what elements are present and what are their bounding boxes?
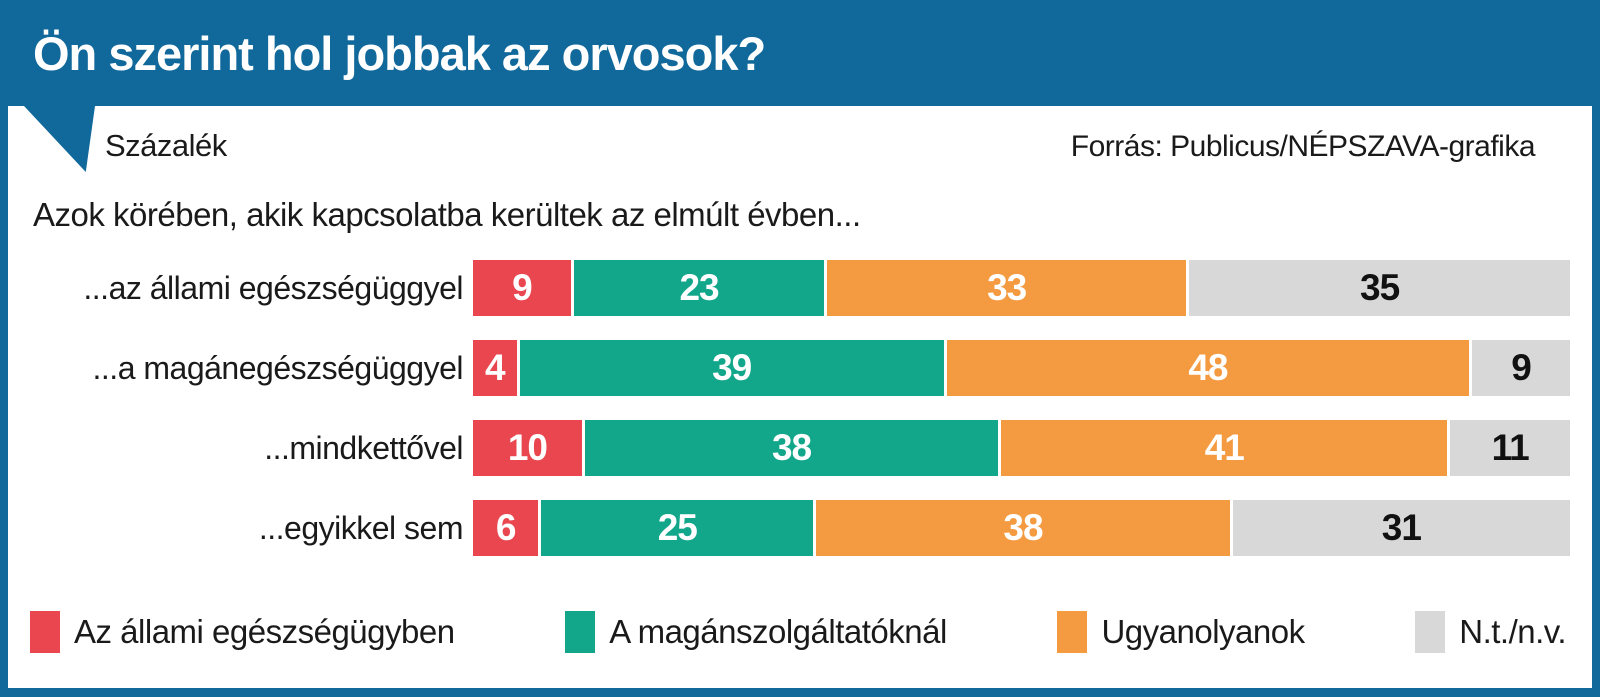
legend-item: N.t./n.v.	[1415, 611, 1566, 653]
bar-segment: 11	[1450, 420, 1570, 476]
legend-swatch	[565, 611, 596, 653]
legend-swatch	[30, 611, 60, 653]
bar-segment: 35	[1189, 260, 1570, 316]
legend-item: Az állami egészségügyben	[30, 611, 455, 653]
bar-segment: 48	[946, 340, 1470, 396]
frame-border-left	[0, 106, 8, 697]
legend-label: Ugyanolyanok	[1101, 613, 1305, 650]
bar-row: ...mindkettővel 10 38 41 11	[20, 420, 1570, 476]
bar-segment: 10	[473, 420, 582, 476]
header-bar: Ön szerint hol jobbak az orvosok?	[0, 0, 1600, 106]
bar-track: 10 38 41 11	[473, 420, 1570, 476]
bar-value: 38	[1003, 507, 1043, 548]
legend-swatch	[1057, 611, 1088, 653]
bar-segment: 6	[473, 500, 539, 556]
bar-value: 35	[1360, 267, 1400, 308]
bar-row-label: ...mindkettővel	[264, 429, 463, 466]
bar-segment: 39	[519, 340, 944, 396]
frame-border-bottom	[0, 688, 1600, 697]
bar-row: ...egyikkel sem 6 25 38 31	[20, 500, 1570, 556]
bar-segment: 25	[541, 500, 814, 556]
bar-value: 10	[507, 427, 548, 468]
bar-value: 39	[712, 347, 752, 388]
legend-item: Ugyanolyanok	[1057, 611, 1305, 653]
bar-segment: 33	[827, 260, 1187, 316]
bar-track: 4 39 48 9	[473, 340, 1570, 396]
bar-segment: 41	[1001, 420, 1448, 476]
bar-value: 48	[1188, 347, 1228, 388]
bar-row-label: ...egyikkel sem	[258, 509, 464, 546]
legend-label: A magánszolgáltatóknál	[609, 613, 947, 650]
source-credit: Forrás: Publicus/NÉPSZAVA-grafika	[1070, 130, 1536, 163]
bar-value: 23	[679, 267, 719, 308]
bar-row: ...az állami egészségüggyel 9 23 33 35	[20, 260, 1570, 316]
bar-value: 6	[495, 507, 517, 548]
bar-value: 9	[1511, 347, 1532, 388]
bar-track: 9 23 33 35	[473, 260, 1570, 316]
bar-value: 25	[657, 507, 698, 548]
bar-value: 31	[1381, 507, 1422, 548]
bar-segment: 9	[473, 260, 571, 316]
chart-subtitle: Azok körében, akik kapcsolatba kerültek …	[33, 196, 861, 233]
bar-segment: 23	[573, 260, 825, 316]
legend-item: A magánszolgáltatóknál	[565, 611, 947, 653]
bar-track: 6 25 38 31	[473, 500, 1570, 556]
legend: Az állami egészségügyben A magánszolgálta…	[30, 608, 1566, 656]
bar-row-label: ...az állami egészségüggyel	[83, 269, 463, 306]
legend-swatch	[1415, 611, 1446, 653]
bar-segment: 38	[584, 420, 999, 476]
bar-segment: 38	[816, 500, 1230, 556]
bar-row-label: ...a magánegészségüggyel	[92, 349, 464, 386]
bar-row: ...a magánegészségüggyel 4 39 48 9	[20, 340, 1570, 396]
legend-label: N.t./n.v.	[1459, 613, 1566, 650]
bar-value: 33	[987, 267, 1027, 308]
bar-value: 4	[484, 347, 506, 388]
unit-label: Százalék	[105, 128, 227, 163]
bar-value: 11	[1491, 427, 1530, 468]
bar-value: 41	[1204, 427, 1245, 468]
bar-segment: 4	[473, 340, 517, 396]
bar-value: 38	[771, 427, 812, 468]
bar-value: 9	[512, 267, 533, 308]
chart-rows: ...az állami egészségüggyel 9 23 33 35 ...a m…	[20, 260, 1570, 580]
bar-segment: 9	[1472, 340, 1570, 396]
legend-label: Az állami egészségügyben	[74, 613, 455, 650]
bar-segment: 31	[1232, 500, 1570, 556]
page-title: Ön szerint hol jobbak az orvosok?	[33, 26, 766, 80]
speech-bubble-tail	[24, 106, 95, 172]
frame-border-right	[1592, 106, 1600, 697]
